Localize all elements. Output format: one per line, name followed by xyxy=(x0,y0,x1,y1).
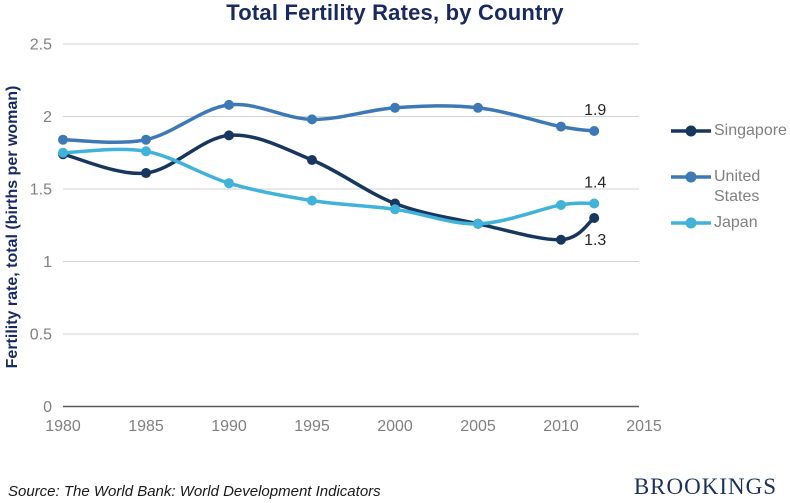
x-tick-label: 1995 xyxy=(294,418,330,435)
plot-area: 0 0.5 1 1.5 2 2.5 1980 1985 1990 1995 2000 2005 2010… xyxy=(30,37,662,436)
y-tick-label: 2.5 xyxy=(30,37,52,54)
legend: Singapore United States Japan xyxy=(671,121,790,233)
data-point-singapore xyxy=(556,234,566,245)
legend-marker-icon xyxy=(671,171,711,183)
data-point-united-states xyxy=(473,102,483,113)
legend-marker-icon xyxy=(671,217,711,229)
x-tick-label: 1985 xyxy=(128,418,164,435)
chart-title: Total Fertility Rates, by Country xyxy=(226,0,564,25)
brookings-logo: BROOKINGS xyxy=(633,474,777,499)
data-point-japan xyxy=(589,198,600,209)
data-point-united-states xyxy=(224,99,234,110)
data-point-united-states xyxy=(589,126,600,136)
end-value-label-singapore: 1.3 xyxy=(584,232,606,249)
data-point-japan xyxy=(224,178,234,189)
data-point-singapore xyxy=(589,213,600,223)
legend-label: United States xyxy=(714,168,761,205)
data-point-japan xyxy=(58,147,68,158)
data-point-united-states xyxy=(58,134,68,145)
data-point-united-states xyxy=(556,121,566,132)
data-point-singapore xyxy=(141,168,151,179)
legend-marker-icon xyxy=(671,125,711,137)
data-point-japan xyxy=(473,218,483,229)
data-point-japan xyxy=(141,146,151,157)
legend-label: Singapore xyxy=(714,122,787,139)
data-point-japan xyxy=(556,199,566,210)
series-line-japan xyxy=(61,147,596,226)
data-point-united-states xyxy=(390,102,400,113)
y-tick-label: 1.5 xyxy=(30,182,52,199)
end-value-label-japan: 1.4 xyxy=(584,175,606,192)
x-tick-label: 2005 xyxy=(460,418,496,435)
y-tick-label: 0 xyxy=(43,399,52,416)
data-point-united-states xyxy=(307,114,317,125)
series-line-singapore xyxy=(61,133,596,242)
legend-item-united-states: United States xyxy=(671,167,790,207)
x-tick-label: 2015 xyxy=(626,418,662,435)
data-point-singapore xyxy=(224,130,234,141)
legend-item-singapore: Singapore xyxy=(671,121,790,141)
x-tick-label: 2000 xyxy=(377,418,413,435)
y-tick-label: 2 xyxy=(43,109,52,126)
x-tick-label: 1980 xyxy=(45,418,81,435)
series-line-united-states xyxy=(61,102,596,145)
source-note: Source: The World Bank: World Developmen… xyxy=(8,483,381,500)
data-point-united-states xyxy=(141,134,151,145)
y-tick-label: 0.5 xyxy=(30,327,52,344)
legend-item-japan: Japan xyxy=(671,213,790,233)
data-point-japan xyxy=(307,195,317,206)
legend-label: Japan xyxy=(714,214,758,231)
data-point-singapore xyxy=(307,155,317,165)
y-tick-label: 1 xyxy=(43,254,52,271)
end-value-label-united-states: 1.9 xyxy=(584,102,606,119)
x-tick-label: 2010 xyxy=(543,418,579,435)
x-tick-label: 1990 xyxy=(211,418,247,435)
data-point-japan xyxy=(390,204,400,215)
